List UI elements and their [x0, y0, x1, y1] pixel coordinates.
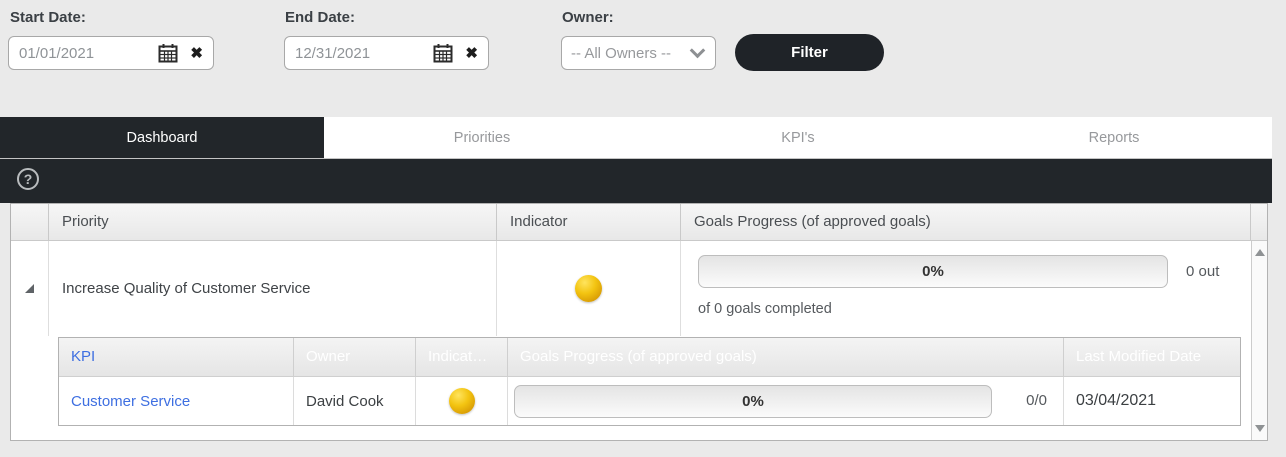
- owner-selected-value: -- All Owners --: [571, 44, 672, 62]
- owner-select[interactable]: -- All Owners --: [561, 36, 716, 70]
- scroll-up-icon[interactable]: [1255, 249, 1265, 256]
- end-date-input[interactable]: 12/31/2021 ✖: [284, 36, 489, 70]
- goals-progress-cell: 0% 0 out of 0 goals completed: [681, 241, 1251, 336]
- clear-end-date-icon[interactable]: ✖: [465, 44, 478, 62]
- toolbar-strip: ?: [0, 159, 1272, 203]
- tab-bar: Dashboard Priorities KPI's Reports: [0, 117, 1272, 159]
- calendar-icon[interactable]: [158, 43, 178, 63]
- start-date-value[interactable]: 01/01/2021: [19, 44, 95, 62]
- start-date-label: Start Date:: [10, 9, 86, 26]
- end-date-value[interactable]: 12/31/2021: [295, 44, 371, 62]
- kpi-column-header[interactable]: KPI: [59, 338, 294, 376]
- goals-progress-cell: 0% 0/0: [508, 377, 1064, 425]
- indicator-cell: [497, 241, 681, 336]
- tab-reports[interactable]: Reports: [1088, 129, 1140, 146]
- goals-completed-text: of 0 goals completed: [698, 301, 832, 317]
- grid-header-row: Priority Indicator Goals Progress (of ap…: [11, 204, 1267, 241]
- chevron-down-icon: [689, 42, 706, 58]
- progress-label: 0%: [922, 263, 944, 280]
- kpi-cell: Customer Service: [59, 377, 294, 425]
- progress-bar: 0%: [514, 385, 992, 418]
- scroll-corner-header: [1251, 204, 1267, 241]
- progress-bar: 0%: [698, 255, 1168, 288]
- clear-start-date-icon[interactable]: ✖: [190, 44, 203, 62]
- goals-progress-column-header[interactable]: Goals Progress (of approved goals): [508, 338, 1064, 376]
- last-modified-column-header[interactable]: Last Modified Date: [1064, 338, 1240, 376]
- goals-progress-column-header[interactable]: Goals Progress (of approved goals): [681, 204, 1251, 241]
- indicator-column-header[interactable]: Indicat…: [416, 338, 508, 376]
- priority-cell: Increase Quality of Customer Service: [49, 241, 497, 336]
- help-icon[interactable]: ?: [17, 168, 39, 190]
- progress-label: 0%: [742, 393, 764, 410]
- owner-cell: David Cook: [294, 377, 416, 425]
- goals-ratio-text: 0/0: [1026, 392, 1047, 409]
- vertical-scrollbar[interactable]: [1251, 241, 1267, 440]
- priority-column-header[interactable]: Priority: [49, 204, 497, 241]
- expand-cell: [11, 241, 49, 336]
- filter-button[interactable]: Filter: [735, 34, 884, 71]
- calendar-icon[interactable]: [433, 43, 453, 63]
- expand-column-header: [11, 204, 49, 241]
- subgrid-header-row: KPI Owner Indicat… Goals Progress (of ap…: [59, 338, 1240, 376]
- priorities-grid: Priority Indicator Goals Progress (of ap…: [10, 203, 1268, 441]
- table-row: Customer Service David Cook 0% 0/0 03/04…: [59, 376, 1240, 425]
- end-date-label: End Date:: [285, 9, 356, 26]
- owner-label: Owner:: [562, 9, 614, 26]
- goals-count-text: 0 out: [1186, 263, 1220, 280]
- tab-kpis[interactable]: KPI's: [781, 129, 815, 146]
- owner-column-header[interactable]: Owner: [294, 338, 416, 376]
- indicator-column-header[interactable]: Indicator: [497, 204, 681, 241]
- tab-priorities[interactable]: Priorities: [453, 129, 511, 146]
- collapse-row-icon[interactable]: [25, 284, 34, 293]
- status-indicator-gold: [448, 388, 475, 414]
- indicator-cell: [416, 377, 508, 425]
- tab-dashboard[interactable]: Dashboard: [0, 117, 324, 158]
- last-modified-cell: 03/04/2021: [1076, 392, 1157, 409]
- kpi-link[interactable]: Customer Service: [71, 392, 191, 410]
- start-date-input[interactable]: 01/01/2021 ✖: [8, 36, 214, 70]
- table-row: Increase Quality of Customer Service 0% …: [11, 241, 1251, 336]
- kpi-subgrid: KPI Owner Indicat… Goals Progress (of ap…: [58, 337, 1241, 426]
- scroll-down-icon[interactable]: [1255, 425, 1265, 432]
- status-indicator-gold: [575, 275, 602, 302]
